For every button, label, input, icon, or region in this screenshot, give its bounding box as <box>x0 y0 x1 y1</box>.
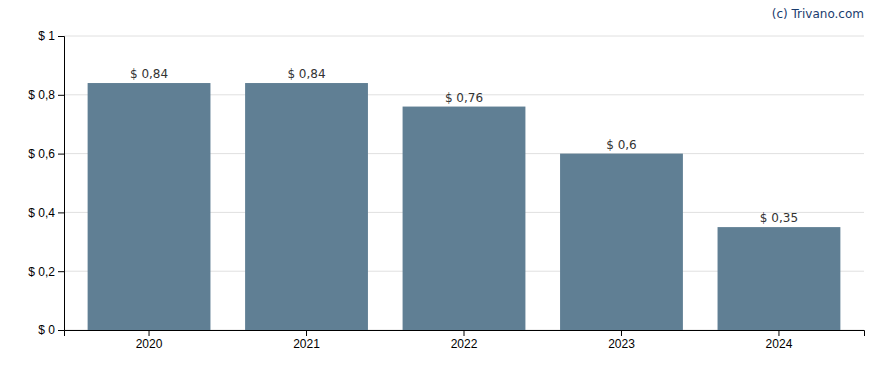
y-tick-mark <box>58 36 64 37</box>
y-tick-mark <box>58 330 64 331</box>
y-tick-mark <box>58 271 64 272</box>
x-tick: 2020 <box>136 330 163 351</box>
bar <box>560 154 683 330</box>
y-tick-label: $ 0,4 <box>28 206 55 220</box>
x-tick: 2021 <box>293 330 320 351</box>
watermark: (c) Trivano.com <box>772 7 864 21</box>
bars <box>88 83 841 330</box>
grid <box>64 36 864 330</box>
y-tick: $ 0,6 <box>28 147 64 161</box>
bar <box>88 83 211 330</box>
x-tick-label: 2022 <box>451 337 478 351</box>
x-tick: 2022 <box>451 330 478 351</box>
y-tick: $ 0,2 <box>28 265 64 279</box>
x-tick-mark <box>149 330 150 336</box>
bar <box>403 107 526 330</box>
y-tick-mark <box>58 95 64 96</box>
data-labels: $ 0,84 $ 0,84 $ 0,76 $ 0,6 $ 0,35 <box>130 67 798 225</box>
y-tick-label: $ 0,6 <box>28 147 55 161</box>
x-axis: 2020 2021 2022 2023 2024 <box>65 330 865 351</box>
y-tick-label: $ 0,8 <box>28 88 55 102</box>
y-tick-label: $ 1 <box>38 29 55 43</box>
x-tick-label: 2021 <box>293 337 320 351</box>
x-tick-mark <box>464 330 465 336</box>
chart: $ 0,84$ 0,84$ 0,76$ 0,6$ 0,3520202021202… <box>0 0 888 370</box>
bar <box>245 83 368 330</box>
x-tick-mark <box>306 330 307 336</box>
plot: $ 0,84$ 0,84$ 0,76$ 0,6$ 0,3520202021202… <box>28 29 864 350</box>
y-tick: $ 0,4 <box>28 206 64 220</box>
y-tick-label: $ 0 <box>38 323 55 337</box>
x-axis-line <box>65 331 865 337</box>
data-label: $ 0,76 <box>445 91 483 105</box>
data-label: $ 0,35 <box>760 211 798 225</box>
data-label: $ 0,84 <box>130 67 168 81</box>
x-tick-label: 2020 <box>136 337 163 351</box>
y-tick-mark <box>58 154 64 155</box>
grid-line <box>64 36 864 37</box>
x-tick-label: 2024 <box>766 337 793 351</box>
data-label: $ 0,84 <box>287 67 325 81</box>
x-tick: 2023 <box>608 330 635 351</box>
y-tick: $ 0 <box>38 323 64 337</box>
y-tick: $ 0,8 <box>28 88 64 102</box>
y-tick-mark <box>58 212 64 213</box>
x-tick: 2024 <box>766 330 793 351</box>
x-tick-label: 2023 <box>608 337 635 351</box>
y-tick-label: $ 0,2 <box>28 265 55 279</box>
y-axis-line <box>58 37 65 331</box>
x-tick-mark <box>621 330 622 336</box>
bar <box>718 227 841 330</box>
y-tick: $ 1 <box>38 29 64 43</box>
y-axis: $ 0 $ 0,2 $ 0,4 $ 0,6 $ 0,8 $ 1 <box>28 29 64 337</box>
x-tick-mark <box>778 330 779 336</box>
annotations: (c) Trivano.com <box>772 7 864 21</box>
data-label: $ 0,6 <box>606 138 637 152</box>
